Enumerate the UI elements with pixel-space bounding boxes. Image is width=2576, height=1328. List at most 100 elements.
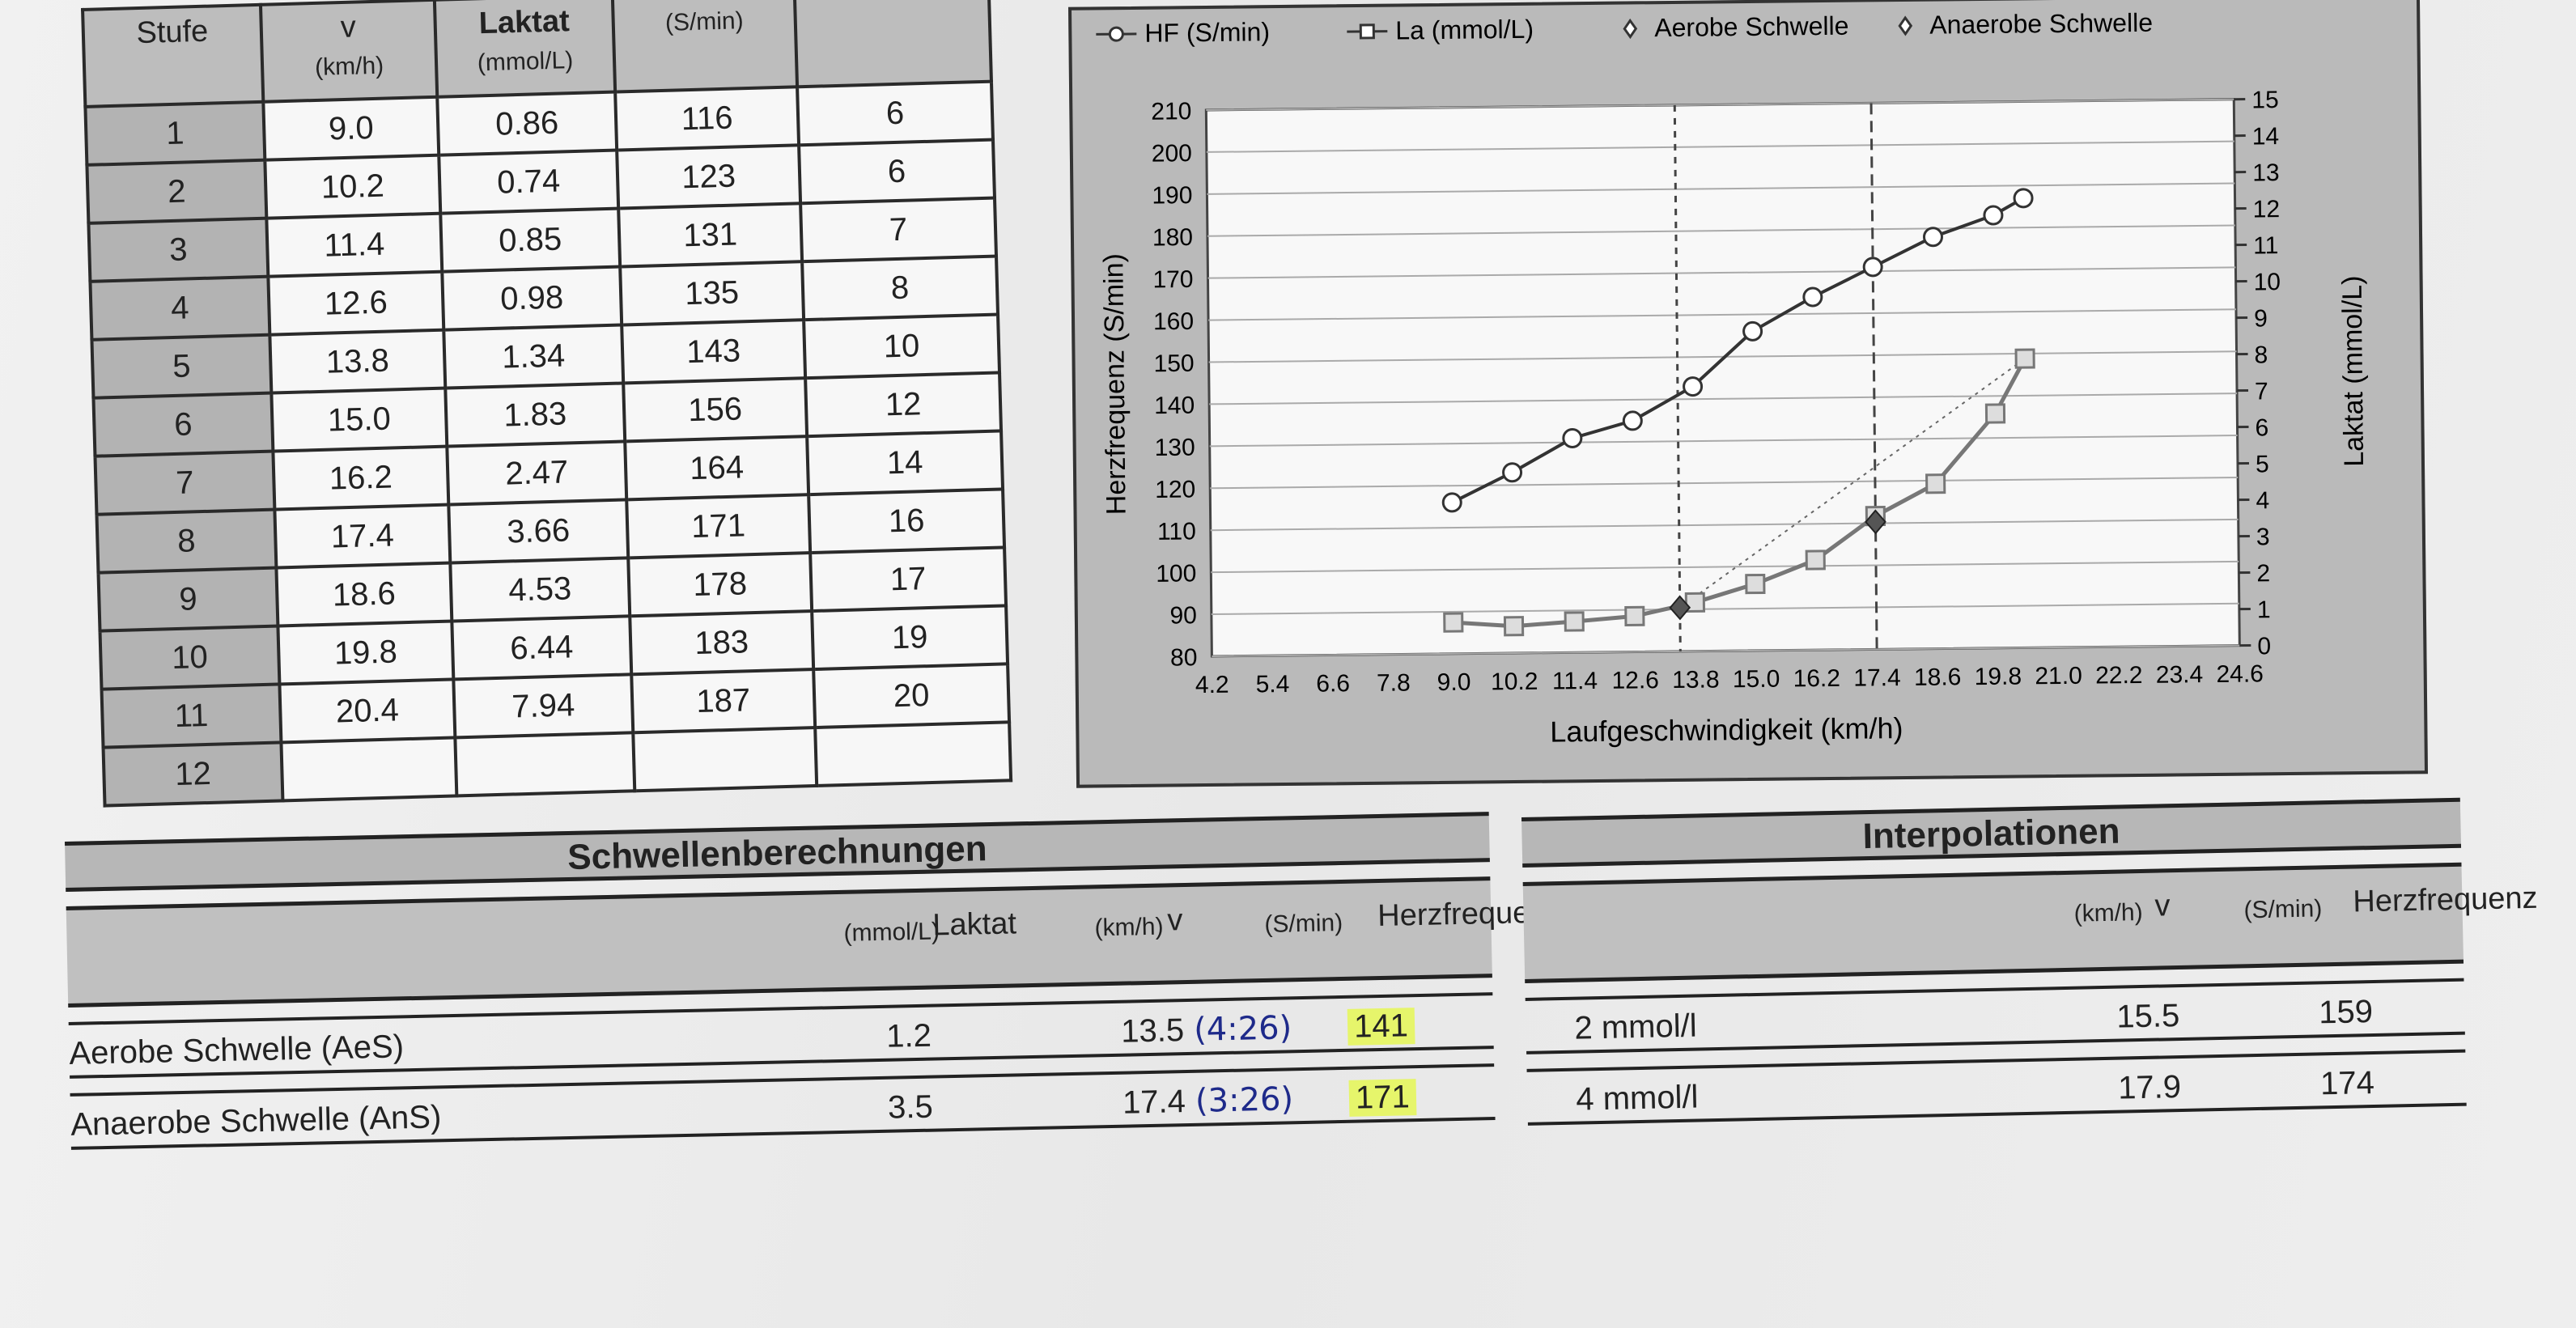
gridline bbox=[1207, 182, 2235, 195]
x-tick-label: 10.2 bbox=[1491, 668, 1538, 696]
la-point bbox=[1805, 549, 1826, 571]
hf-point bbox=[2013, 188, 2034, 209]
cell-hf: 123 bbox=[617, 145, 801, 209]
cell-laktat: 0.86 bbox=[437, 91, 617, 155]
cell-v: 13.8 bbox=[269, 329, 446, 393]
row-label: 4 mmol/l bbox=[1575, 1079, 1699, 1118]
y-tick-label: 210 bbox=[1151, 98, 1191, 125]
y-tick-label: 80 bbox=[1170, 644, 1198, 671]
hf-point bbox=[1802, 286, 1823, 308]
cell-stufe: 5 bbox=[91, 334, 272, 398]
threshold-line bbox=[1869, 103, 1878, 650]
hf-point bbox=[1683, 376, 1704, 397]
cell-v: 10.2 bbox=[265, 155, 441, 219]
plot-area bbox=[1204, 98, 2241, 658]
hf-point bbox=[1562, 427, 1583, 448]
row-label: Anaerobe Schwelle (AnS) bbox=[70, 1099, 442, 1143]
gridline bbox=[1207, 266, 2236, 279]
y2-tick-label: 8 bbox=[2254, 342, 2268, 368]
cell-laktat: 4.53 bbox=[450, 558, 630, 622]
y2-tick-label: 10 bbox=[2253, 269, 2281, 295]
x-tick-label: 4.2 bbox=[1195, 672, 1229, 698]
y-tick-label: 190 bbox=[1152, 182, 1192, 210]
cell-stufe: 8 bbox=[96, 509, 277, 573]
hf-point bbox=[1983, 205, 2004, 226]
y-tick-label: 170 bbox=[1152, 266, 1193, 294]
row-label: 2 mmol/l bbox=[1574, 1008, 1698, 1046]
x-tick-label: 6.6 bbox=[1316, 670, 1350, 697]
cell-v: 20.4 bbox=[279, 679, 456, 743]
threshold-line bbox=[1673, 104, 1682, 651]
y2-tick-label: 11 bbox=[2253, 232, 2279, 259]
header-extra bbox=[794, 0, 991, 87]
trend-line bbox=[1679, 358, 2026, 609]
schwellen-header-v: v (km/h) bbox=[1094, 894, 1240, 941]
cell-extra: 10 bbox=[804, 314, 1000, 379]
y2-tick-label: 12 bbox=[2253, 196, 2281, 223]
x-tick-label: 19.8 bbox=[1975, 663, 2022, 690]
cell-extra: 16 bbox=[808, 489, 1005, 554]
y-tick-label: 120 bbox=[1155, 476, 1195, 503]
cell-v: 15.0 bbox=[271, 388, 448, 452]
cell-v: 17.4 bbox=[274, 504, 451, 568]
schwellen-header-hf: Herzfrequenz (S/min) bbox=[1264, 889, 1563, 938]
handwritten-pace-note: (4:26) bbox=[1193, 1009, 1292, 1049]
cell-hf: 183 bbox=[630, 611, 814, 675]
y2-tick-label: 3 bbox=[2256, 524, 2270, 550]
la-point bbox=[1925, 473, 1946, 494]
cell-stufe: 11 bbox=[101, 684, 282, 748]
x-axis-title: Laufgeschwindigkeit (km/h) bbox=[1550, 711, 1903, 749]
row-hf: 174 bbox=[2319, 1065, 2375, 1102]
cell-extra: 14 bbox=[807, 431, 1004, 495]
gridline bbox=[1211, 602, 2239, 616]
y2-tick-label: 0 bbox=[2257, 633, 2271, 660]
row-hf-highlighted: 171 bbox=[1348, 1079, 1417, 1117]
cell-extra: 12 bbox=[805, 372, 1002, 437]
gridline bbox=[1212, 644, 2240, 657]
x-tick-label: 5.4 bbox=[1255, 671, 1289, 698]
y2-tick-label: 2 bbox=[2256, 560, 2270, 587]
header-v: v (km/h) bbox=[260, 0, 438, 102]
legend-diamond-icon bbox=[1623, 18, 1638, 40]
cell-stufe: 1 bbox=[85, 101, 265, 165]
cell-hf: 171 bbox=[626, 494, 811, 558]
row-v: 17.4 bbox=[1122, 1084, 1186, 1121]
schwellen-header: Laktat (mmol/L) v (km/h) Herzfrequenz (S/mi… bbox=[66, 876, 1563, 1008]
cell-stufe: 10 bbox=[100, 626, 280, 689]
cell-v: 12.6 bbox=[268, 271, 444, 335]
row-laktat: 3.5 bbox=[887, 1088, 934, 1126]
la-point bbox=[1503, 616, 1525, 637]
y-axis-title: Herzfrequenz (S/min) bbox=[1098, 253, 1131, 515]
cell-laktat bbox=[455, 732, 635, 796]
x-tick-label: 13.8 bbox=[1672, 666, 1720, 694]
y-tick-label: 130 bbox=[1154, 435, 1195, 462]
y2-tick-label: 1 bbox=[2257, 596, 2271, 623]
cell-laktat: 1.83 bbox=[445, 383, 626, 447]
cell-laktat: 7.94 bbox=[453, 674, 634, 738]
y2-tick-label: 5 bbox=[2256, 451, 2269, 477]
row-v: 17.9 bbox=[2117, 1069, 2182, 1106]
cell-laktat: 0.98 bbox=[442, 266, 622, 330]
y2-tick-label: 14 bbox=[2252, 123, 2280, 150]
gridline bbox=[1206, 98, 2234, 111]
la-point bbox=[2014, 348, 2035, 369]
cell-hf: 135 bbox=[620, 261, 804, 325]
label: Herzfrequenz bbox=[2352, 880, 2538, 919]
hf-point bbox=[1622, 410, 1643, 431]
header-stufe: Stufe bbox=[83, 4, 264, 107]
header-hf-unit: (S/min) bbox=[664, 7, 745, 36]
x-tick-label: 16.2 bbox=[1793, 665, 1840, 693]
header-laktat-unit: (mmol/L) bbox=[477, 47, 574, 77]
header-hf: (S/min) bbox=[612, 0, 798, 92]
la-point bbox=[1745, 573, 1766, 595]
schwellen-row: Aerobe Schwelle (AeS) 1.2 13.5 (4:26) 14… bbox=[68, 992, 1494, 1079]
cell-stufe: 12 bbox=[103, 742, 283, 806]
label: v bbox=[1166, 903, 1183, 938]
interp-header-v: v (km/h) bbox=[2073, 880, 2235, 927]
row-hf: 159 bbox=[2318, 994, 2374, 1031]
gridline bbox=[1210, 476, 2239, 490]
y-tick-label: 140 bbox=[1154, 392, 1195, 420]
cell-hf: 178 bbox=[628, 553, 813, 617]
row-laktat: 1.2 bbox=[885, 1017, 932, 1054]
label: Laktat bbox=[932, 906, 1017, 943]
